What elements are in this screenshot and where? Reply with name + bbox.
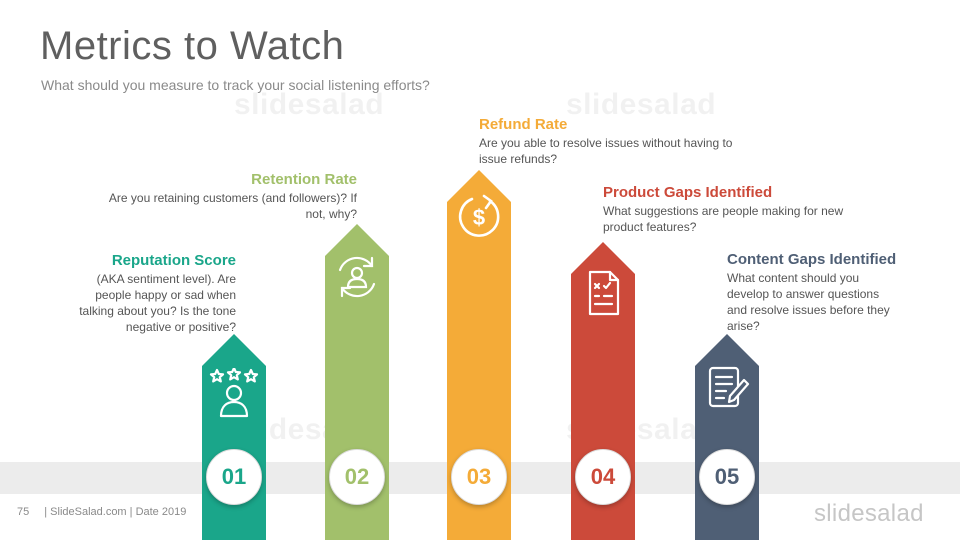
svg-text:$: $ xyxy=(473,205,485,230)
description-line: negative or positive? xyxy=(125,320,236,334)
metric-description: (AKA sentiment level). Are people happy … xyxy=(26,271,236,335)
slide-title: Metrics to Watch xyxy=(40,24,345,68)
arrow-reputation-score xyxy=(202,334,266,540)
arrow-content-gaps xyxy=(695,334,759,540)
description-line: not, why? xyxy=(305,207,357,221)
description-line: product features? xyxy=(603,220,697,234)
brand-logo: slidesalad xyxy=(814,500,924,527)
watermark: slidesalad xyxy=(234,88,385,121)
metric-title: Reputation Score xyxy=(111,252,236,269)
metric-title: Retention Rate xyxy=(251,171,357,188)
reputation-stars-icon xyxy=(209,368,259,418)
description-line: and resolve issues before they xyxy=(727,303,890,317)
metric-number-1: 01 xyxy=(206,449,262,505)
description-line: arise? xyxy=(727,319,760,333)
footer: 75 | SlideSalad.com | Date 2019 xyxy=(17,506,186,518)
metric-description: Are you retaining customers (and followe… xyxy=(57,190,357,222)
arrow-refund-rate: $ xyxy=(447,170,511,540)
metric-label-reputation-score: Reputation Score (AKA sentiment level). … xyxy=(26,252,236,335)
description-line: Are you retaining customers (and followe… xyxy=(108,191,357,205)
metric-label-content-gaps: Content Gaps Identified What content sho… xyxy=(727,251,947,334)
description-line: What suggestions are people making for n… xyxy=(603,204,844,218)
metric-title: Content Gaps Identified xyxy=(727,251,897,268)
page-number: 75 xyxy=(17,506,30,518)
description-line: people happy or sad when xyxy=(95,288,236,302)
metric-description: What suggestions are people making for n… xyxy=(603,203,903,235)
metric-label-retention-rate: Retention Rate Are you retaining custome… xyxy=(57,171,357,222)
slide-subtitle: What should you measure to track your so… xyxy=(41,77,430,93)
user-cycle-icon xyxy=(332,252,382,302)
footer-text: | SlideSalad.com | Date 2019 xyxy=(44,506,187,518)
document-pen-icon xyxy=(702,362,752,412)
description-line: Are you able to resolve issues without h… xyxy=(479,136,733,150)
metric-label-refund-rate: Refund Rate Are you able to resolve issu… xyxy=(479,116,799,167)
metric-number-3: 03 xyxy=(451,449,507,505)
metric-description: Are you able to resolve issues without h… xyxy=(479,135,799,167)
description-line: What content should you xyxy=(727,271,860,285)
description-line: (AKA sentiment level). Are xyxy=(96,272,236,286)
description-line: talking about you? Is the tone xyxy=(79,304,236,318)
metric-number-5: 05 xyxy=(699,449,755,505)
metric-title: Product Gaps Identified xyxy=(603,184,773,201)
metric-description: What content should you develop to answe… xyxy=(727,270,947,334)
metric-title: Refund Rate xyxy=(479,116,568,133)
checklist-icon xyxy=(578,268,628,318)
watermark: slidesalad xyxy=(566,88,717,121)
refund-dollar-icon: $ xyxy=(454,192,504,242)
metric-number-2: 02 xyxy=(329,449,385,505)
description-line: issue refunds? xyxy=(479,152,558,166)
description-line: develop to answer questions xyxy=(727,287,880,301)
metric-number-4: 04 xyxy=(575,449,631,505)
metric-label-product-gaps: Product Gaps Identified What suggestions… xyxy=(603,184,903,235)
